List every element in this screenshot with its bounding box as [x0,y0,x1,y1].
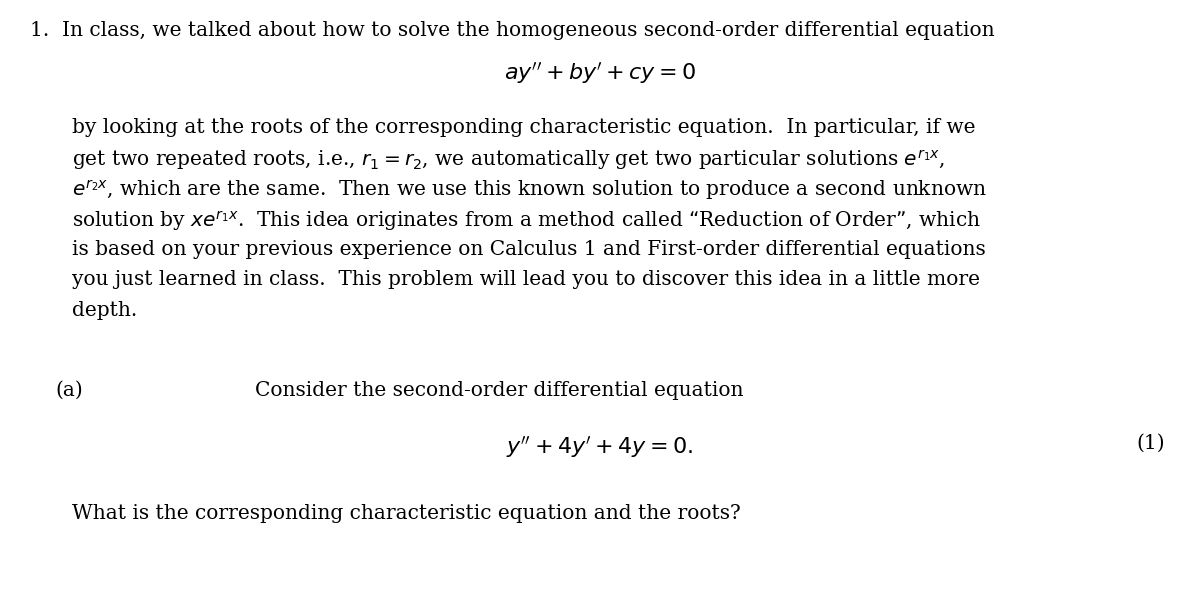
Text: $y'' + 4y' + 4y = 0.$: $y'' + 4y' + 4y = 0.$ [506,434,694,460]
Text: $e^{r_2 x}$, which are the same.  Then we use this known solution to produce a s: $e^{r_2 x}$, which are the same. Then we… [72,179,986,203]
Text: solution by $xe^{r_1 x}$.  This idea originates from a method called “Reduction : solution by $xe^{r_1 x}$. This idea orig… [72,210,982,234]
Text: is based on your previous experience on Calculus 1 and First-order differential : is based on your previous experience on … [72,240,985,259]
Text: you just learned in class.  This problem will lead you to discover this idea in : you just learned in class. This problem … [72,271,980,290]
Text: get two repeated roots, i.e., $r_1 = r_2$, we automatically get two particular s: get two repeated roots, i.e., $r_1 = r_2… [72,148,944,173]
Text: What is the corresponding characteristic equation and the roots?: What is the corresponding characteristic… [72,504,740,523]
Text: (1): (1) [1136,434,1165,453]
Text: $ay'' + by' + cy = 0$: $ay'' + by' + cy = 0$ [504,61,696,86]
Text: (a): (a) [55,381,83,400]
Text: Consider the second-order differential equation: Consider the second-order differential e… [254,381,744,400]
Text: depth.: depth. [72,301,137,320]
Text: 1.  In class, we talked about how to solve the homogeneous second-order differen: 1. In class, we talked about how to solv… [30,21,995,40]
Text: by looking at the roots of the corresponding characteristic equation.  In partic: by looking at the roots of the correspon… [72,118,976,137]
